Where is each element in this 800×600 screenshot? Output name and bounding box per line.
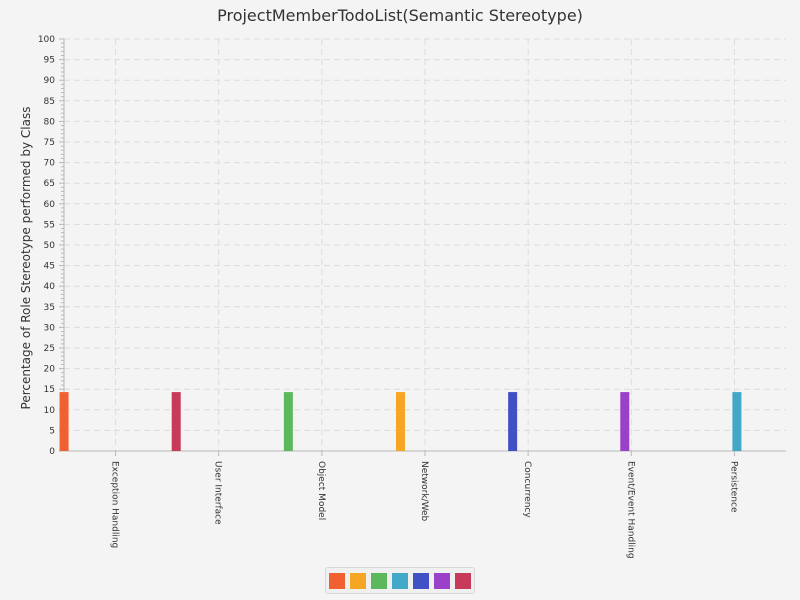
y-tick-label: 25: [44, 344, 55, 354]
legend-swatch: [329, 572, 345, 589]
y-tick-label: 5: [49, 426, 55, 436]
y-tick-label: 75: [44, 138, 55, 148]
labels: 0 5 10 15 20 25 30 35 40 45 50 55 60 65 70 75 80 85 90 95 10…: [38, 35, 739, 559]
x-category-label: Object Model: [316, 461, 326, 520]
legend-swatch: [392, 572, 408, 589]
bar: [620, 392, 630, 451]
bar: [396, 392, 405, 451]
legend-swatch: [413, 572, 429, 589]
axes: [59, 38, 786, 456]
y-tick-label: 85: [44, 97, 55, 107]
y-tick-label: 30: [44, 323, 56, 333]
x-category-label: Network/Web: [419, 461, 429, 522]
y-tick-label: 70: [44, 159, 56, 169]
y-tick-label: 15: [44, 385, 55, 395]
bar: [283, 392, 293, 451]
y-tick-label: 20: [44, 365, 56, 375]
legend-swatch: [350, 572, 366, 589]
y-tick-label: 45: [44, 262, 55, 272]
y-tick-label: 40: [44, 282, 56, 292]
grid: [64, 38, 786, 451]
bar: [508, 392, 518, 451]
y-tick-label: 100: [38, 35, 55, 45]
y-tick-label: 65: [44, 179, 55, 189]
legend-swatch: [434, 572, 450, 589]
x-category-label: User Interface: [213, 461, 223, 525]
x-category-label: Persistence: [728, 461, 738, 513]
chart-title: ProjectMemberTodoList(Semantic Stereotyp…: [217, 6, 583, 25]
bar: [171, 392, 181, 451]
x-category-label: Exception Handling: [110, 461, 120, 548]
y-tick-label: 90: [44, 76, 56, 86]
y-tick-label: 0: [49, 447, 55, 457]
legend-swatch: [371, 572, 387, 589]
y-tick-label: 95: [44, 56, 55, 66]
y-tick-label: 10: [44, 406, 56, 416]
legend-swatch: [455, 572, 471, 589]
y-tick-label: 55: [44, 220, 55, 230]
bar: [59, 392, 69, 451]
bar: [732, 392, 742, 451]
y-tick-label: 35: [44, 303, 55, 313]
x-category-label: Event/Event Handling: [625, 461, 635, 559]
x-category-label: Concurrency: [522, 461, 532, 518]
bars: [59, 392, 742, 451]
y-axis-label: Percentage of Role Stereotype performed …: [19, 107, 33, 410]
legend: [325, 567, 475, 594]
y-tick-label: 50: [44, 241, 56, 251]
y-tick-label: 80: [44, 117, 56, 127]
y-tick-label: 60: [44, 200, 56, 210]
